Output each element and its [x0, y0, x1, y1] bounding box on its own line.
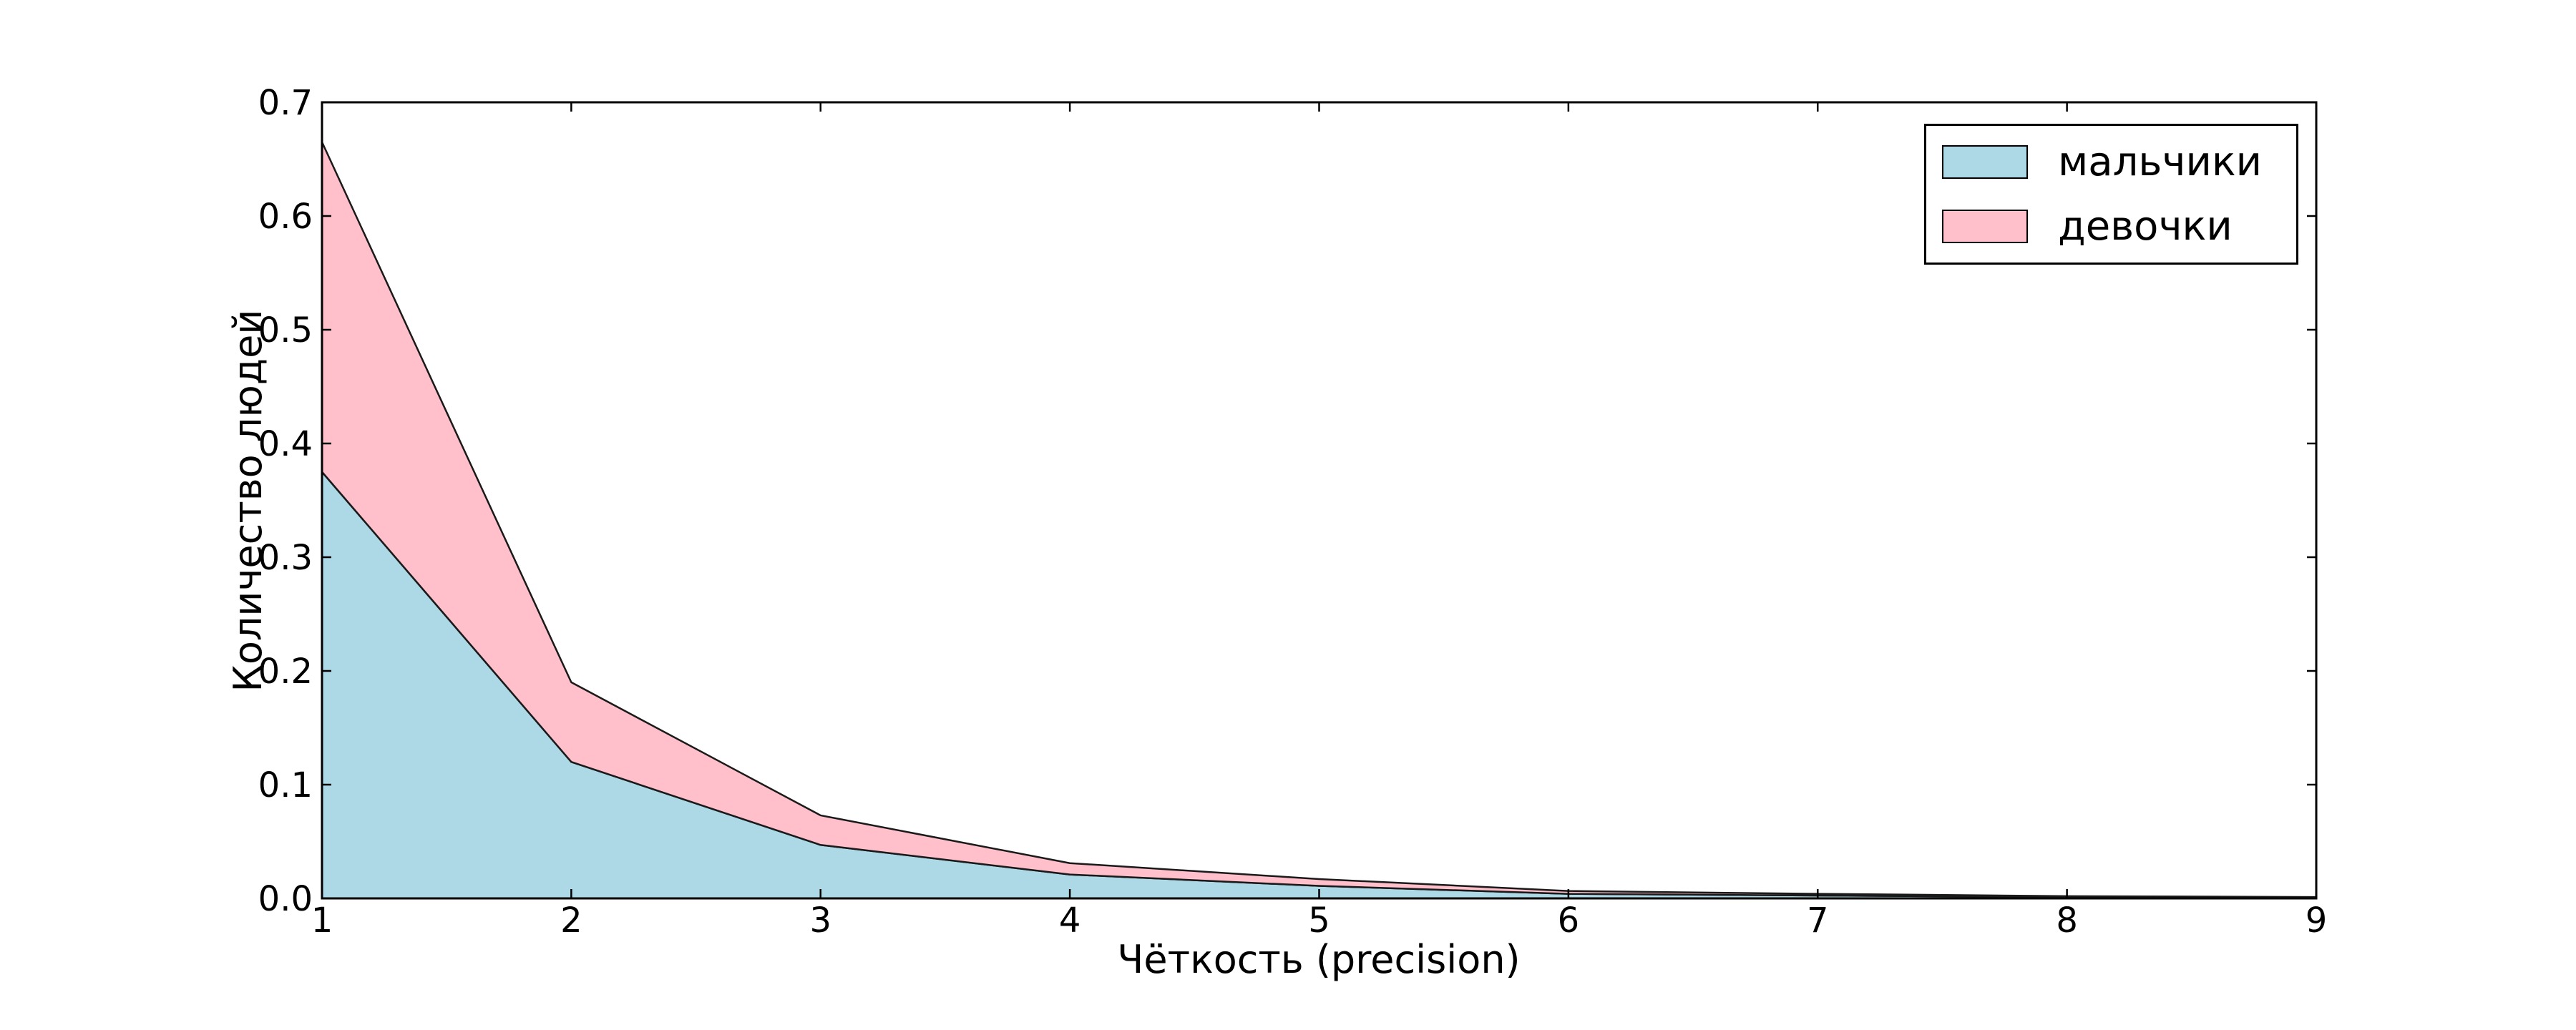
legend-swatch-boys — [1942, 145, 2028, 179]
y-tick-label-0.6: 0.6 — [258, 197, 313, 237]
legend-label-boys: мальчики — [2058, 138, 2263, 185]
x-tick-label-8: 8 — [2056, 901, 2078, 941]
x-tick-label-3: 3 — [809, 901, 831, 941]
y-tick-label-0.7: 0.7 — [258, 83, 313, 123]
tick-marks — [321, 101, 2318, 900]
y-tick-label-0.0: 0.0 — [258, 879, 313, 919]
x-tick-label-6: 6 — [1558, 901, 1580, 941]
x-tick-label-4: 4 — [1059, 901, 1081, 941]
y-axis-label: Количество людей — [225, 310, 270, 692]
x-tick-label-2: 2 — [560, 901, 582, 941]
tick-labels: 1 2 3 4 5 6 7 8 9 0.0 0.1 0.2 0.3 0.4 0.5 0.6 0.7 — [258, 83, 2328, 941]
y-tick-label-0.3: 0.3 — [258, 538, 313, 578]
x-tick-label-7: 7 — [1807, 901, 1829, 941]
x-tick-label-9: 9 — [2306, 901, 2328, 941]
x-tick-label-5: 5 — [1308, 901, 1330, 941]
y-tick-label-0.5: 0.5 — [258, 310, 313, 350]
legend-label-girls: девочки — [2058, 202, 2233, 250]
legend-item-boys: мальчики — [1942, 142, 2296, 182]
legend-item-girls: девочки — [1942, 202, 2296, 250]
area-series-0 — [321, 471, 2318, 900]
y-tick-label-0.1: 0.1 — [258, 765, 313, 805]
x-tick-label-1: 1 — [311, 901, 333, 941]
y-tick-label-0.2: 0.2 — [258, 652, 313, 692]
legend: мальчики девочки — [1924, 124, 2298, 265]
legend-swatch-girls — [1942, 210, 2028, 243]
y-tick-label-0.4: 0.4 — [258, 424, 313, 464]
x-axis-label: Чёткость (precision) — [1117, 937, 1520, 982]
